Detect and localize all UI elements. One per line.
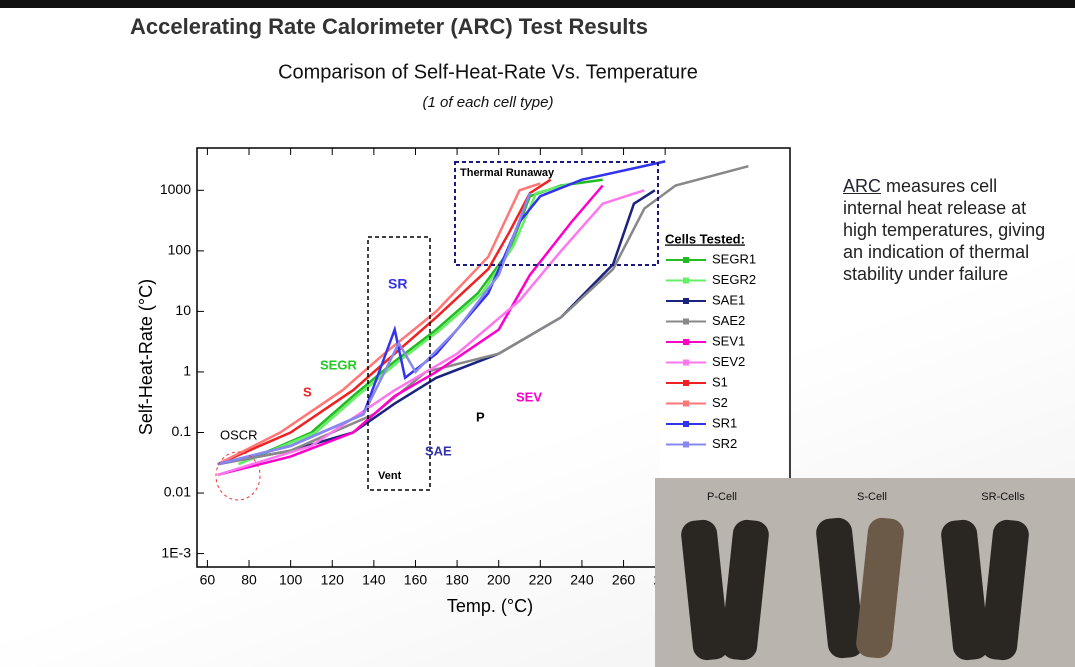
annotation: Vent: [378, 470, 402, 482]
y-tick-label: 100: [168, 242, 192, 258]
x-axis-label: Temp. (°C): [447, 596, 533, 616]
x-tick-label: 220: [529, 572, 553, 588]
x-tick-label: 120: [321, 572, 345, 588]
legend-marker: [683, 277, 689, 284]
x-tick-label: 160: [404, 572, 428, 588]
x-tick-label: 60: [200, 572, 216, 588]
legend-label: S2: [712, 395, 728, 410]
cell-cylinder: [981, 519, 1029, 661]
legend-marker: [683, 359, 689, 366]
cell-cylinder: [721, 519, 769, 661]
annotation: Thermal Runaway: [460, 167, 555, 179]
annotation: SEV: [516, 389, 542, 404]
cell-cylinder: [856, 517, 904, 659]
legend-label: SEV2: [712, 354, 745, 369]
legend-marker: [683, 380, 689, 386]
legend-title: Cells Tested:: [665, 231, 745, 246]
photo: P-Cell S-Cell SR-Cells: [655, 478, 1075, 667]
series-line: [217, 178, 552, 466]
x-tick-label: 200: [487, 572, 511, 588]
x-tick-label: 80: [241, 572, 257, 588]
legend-label: SEV1: [712, 333, 745, 348]
series-line: [238, 178, 603, 466]
cell-cylinder: [816, 517, 864, 659]
subtitle: Comparison of Self-Heat-Rate Vs. Tempera…: [278, 61, 698, 83]
legend-marker: [683, 339, 689, 345]
legend-label: SR1: [712, 415, 737, 430]
title: Accelerating Rate Calorimeter (ARC) Test…: [130, 14, 648, 39]
legend-label: SEGR1: [712, 251, 756, 266]
body-text: measures cell internal heat release at h…: [843, 176, 1046, 284]
y-tick-label: 10: [175, 302, 191, 318]
legend-marker: [683, 257, 689, 263]
x-tick-label: 260: [612, 572, 636, 588]
oscr-circle: [215, 451, 261, 501]
photo-label: P-Cell: [707, 491, 737, 503]
legend-label: SAE1: [712, 292, 745, 307]
legend-marker: [683, 400, 689, 407]
legend-label: S1: [712, 374, 728, 389]
x-tick-label: 140: [362, 572, 386, 588]
vent-box: [367, 236, 431, 491]
y-tick-label: 1E-3: [161, 544, 191, 560]
legend-marker: [683, 441, 689, 448]
series-line: [217, 189, 645, 476]
legend-label: SR2: [712, 436, 737, 451]
annotation: S: [303, 384, 312, 399]
annotation: P: [476, 409, 485, 424]
cell-cylinder: [681, 519, 729, 661]
legend-marker: [683, 318, 689, 325]
top-bar: [0, 0, 1075, 8]
y-tick-label: 1000: [160, 181, 191, 197]
link-text[interactable]: ARC: [843, 176, 882, 196]
note: (1 of each cell type): [423, 94, 554, 111]
annotation: OSCR: [220, 427, 258, 442]
cell-cylinder: [941, 519, 989, 661]
legend-label: SAE2: [712, 313, 745, 328]
photo-label: S-Cell: [857, 491, 887, 503]
side-text: ARC measures cell internal heat release …: [843, 175, 1058, 285]
y-tick-label: 0.01: [164, 484, 191, 500]
series-line: [217, 189, 656, 466]
y-axis-label: Self-Heat-Rate (°C): [136, 279, 156, 435]
series-line: [238, 182, 572, 466]
series-line: [217, 184, 604, 477]
legend-box: [660, 222, 788, 480]
plot-frame: [196, 147, 791, 568]
y-tick-label: 0.1: [172, 423, 192, 439]
annotation: SAE: [425, 443, 452, 458]
legend-marker: [683, 298, 689, 304]
annotation: SR: [388, 276, 407, 292]
x-tick-label: 180: [445, 572, 469, 588]
annotation: SEGR: [320, 357, 357, 372]
x-tick-label: 100: [279, 572, 303, 588]
legend-marker: [683, 421, 689, 427]
y-tick-label: 1: [183, 363, 191, 379]
series-line: [217, 192, 532, 466]
series-line: [217, 182, 541, 466]
thermal-runaway-box: [454, 161, 659, 266]
x-tick-label: 240: [570, 572, 594, 588]
legend-label: SEGR2: [712, 272, 756, 287]
photo-label: SR-Cells: [981, 491, 1025, 503]
